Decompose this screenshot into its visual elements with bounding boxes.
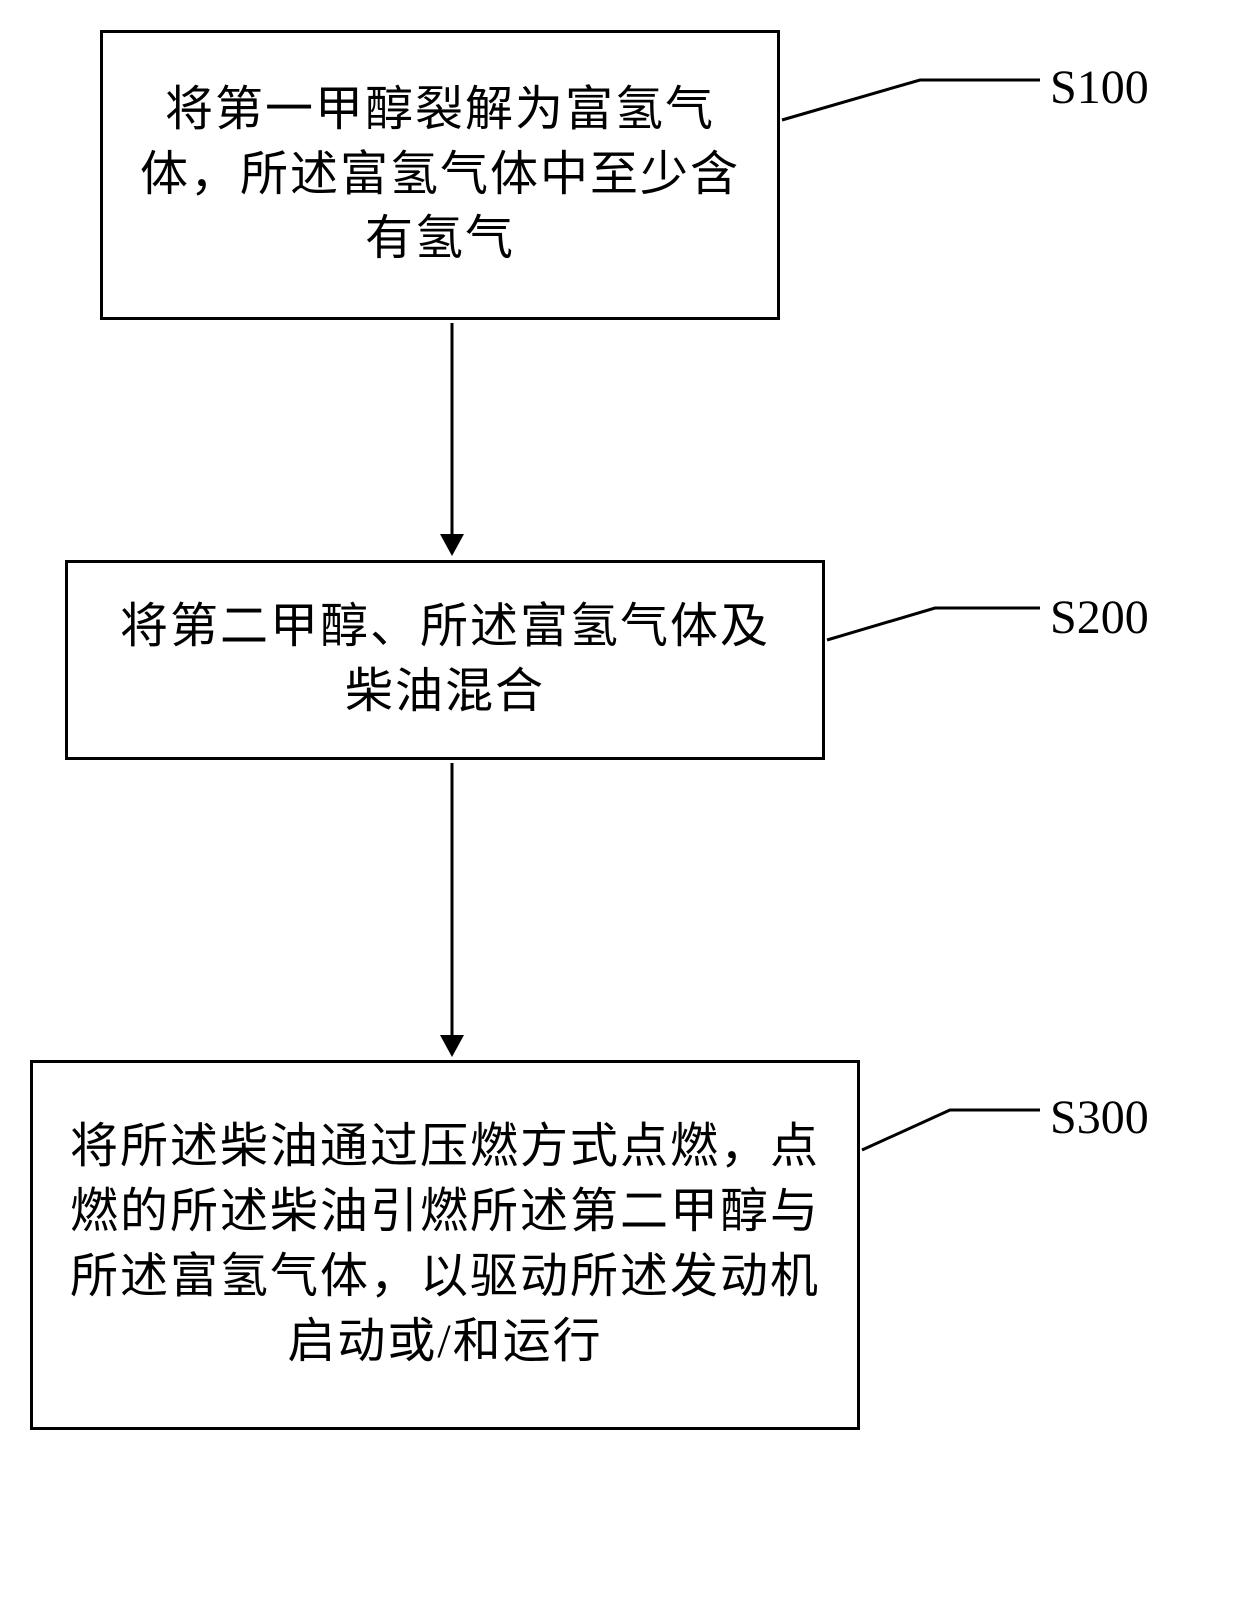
arrow-s100-s200 [440, 323, 464, 556]
step-box-s100: 将第一甲醇裂解为富氢气体，所述富氢气体中至少含有氢气 [100, 30, 780, 320]
arrow-head-icon [440, 1035, 464, 1057]
step-box-s200: 将第二甲醇、所述富氢气体及柴油混合 [65, 560, 825, 760]
arrow-s200-s300 [440, 763, 464, 1057]
step-text-s200: 将第二甲醇、所述富氢气体及柴油混合 [98, 595, 792, 725]
arrow-shaft [451, 763, 454, 1037]
flowchart-canvas: 将第一甲醇裂解为富氢气体，所述富氢气体中至少含有氢气 S100 将第二甲醇、所述… [0, 0, 1240, 1611]
arrow-head-icon [440, 534, 464, 556]
step-text-s300: 将所述柴油通过压燃方式点燃，点燃的所述柴油引燃所述第二甲醇与所述富氢气体，以驱动… [63, 1115, 827, 1374]
arrow-shaft [451, 323, 454, 536]
leader-line-s300 [858, 1106, 1044, 1154]
leader-line-s100 [778, 76, 1044, 124]
step-label-s300: S300 [1050, 1090, 1149, 1145]
leader-line-s200 [823, 604, 1044, 644]
step-box-s300: 将所述柴油通过压燃方式点燃，点燃的所述柴油引燃所述第二甲醇与所述富氢气体，以驱动… [30, 1060, 860, 1430]
step-text-s100: 将第一甲醇裂解为富氢气体，所述富氢气体中至少含有氢气 [133, 78, 747, 272]
step-label-s100: S100 [1050, 60, 1149, 115]
step-label-s200: S200 [1050, 590, 1149, 645]
